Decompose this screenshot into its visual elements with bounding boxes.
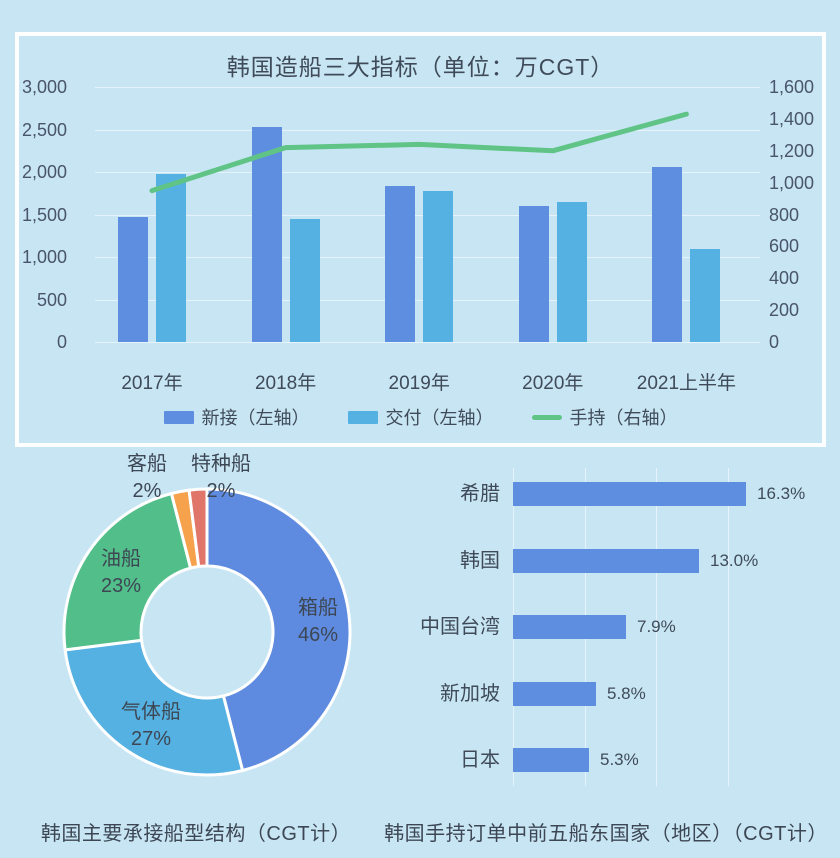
donut-slice-气体船 — [63, 638, 245, 777]
combo-line-path — [149, 111, 689, 194]
combo-chart-title: 韩国造船三大指标（单位：万CGT） — [226, 54, 615, 80]
combo-bar-交付（左轴） — [289, 218, 320, 342]
hbar-category-label: 日本 — [460, 749, 500, 771]
left-axis-tick: 3,000 — [21, 77, 67, 97]
combo-bar-新接（左轴） — [385, 185, 416, 342]
left-axis-tick: 500 — [36, 289, 67, 310]
donut-label-name: 客船 — [127, 453, 167, 475]
x-axis-label: 2021上半年 — [636, 373, 737, 394]
donut-label-箱船: 箱船 46% — [298, 595, 338, 649]
donut-slice-特种船 — [187, 487, 209, 569]
hbar-category-label: 新加坡 — [440, 683, 500, 705]
legend-bar-swatch — [163, 410, 194, 424]
combo-gridline — [95, 129, 760, 131]
right-axis-tick: 800 — [769, 204, 800, 225]
legend-line-swatch — [531, 414, 562, 420]
right-axis-tick: 1,000 — [769, 172, 815, 193]
donut-label-name: 箱船 — [298, 597, 338, 619]
donut-label-客船: 客船 2% — [127, 451, 167, 505]
hbar-gridline — [728, 468, 729, 786]
hbar-bar-韩国 — [513, 549, 699, 573]
hbar-bar-希腊 — [513, 482, 746, 506]
donut-svg — [62, 487, 352, 777]
hbar-chart-caption: 韩国手持订单中前五船东国家（地区）（CGT计） — [384, 823, 828, 845]
hbar-value-label: 13.0% — [710, 551, 759, 570]
donut-label-油船: 油船 23% — [101, 546, 141, 600]
left-axis-tick: 0 — [56, 332, 67, 352]
combo-gridline — [95, 342, 760, 343]
donut-label-name: 气体船 — [121, 701, 181, 723]
right-axis-tick: 400 — [769, 268, 800, 289]
donut-slice-油船 — [62, 491, 193, 652]
hbar-category-label: 希腊 — [460, 483, 500, 505]
legend-label: 手持（右轴） — [569, 408, 678, 428]
donut-slice-箱船 — [205, 487, 352, 773]
hbar-value-label: 7.9% — [637, 617, 676, 636]
hbar-bar-中国台湾 — [513, 615, 626, 639]
legend-label: 交付（左轴） — [385, 408, 494, 428]
legend-item-交付（左轴）: 交付（左轴） — [347, 404, 494, 430]
donut-label-name: 特种船 — [191, 453, 251, 475]
left-axis-tick: 1,500 — [21, 204, 67, 225]
legend-item-手持（右轴）: 手持（右轴） — [531, 404, 678, 430]
right-axis-tick: 1,200 — [769, 140, 815, 161]
donut-label-特种船: 特种船 2% — [191, 451, 251, 505]
left-axis-tick: 2,500 — [21, 119, 67, 140]
right-axis-tick: 0 — [769, 332, 780, 352]
donut-label-气体船: 气体船 27% — [121, 699, 181, 753]
right-axis-tick: 1,600 — [769, 77, 815, 97]
donut-label-name: 油船 — [101, 548, 141, 570]
combo-chart-panel: 韩国造船三大指标（单位：万CGT） 0 500 1,000 1,500 2,000 2,5… — [15, 32, 826, 447]
donut-chart-caption: 韩国主要承接船型结构（CGT计） — [40, 823, 352, 845]
hbar-bar-新加坡 — [513, 682, 596, 706]
x-axis-label: 2019年 — [388, 373, 450, 394]
donut-label-pct: 46% — [297, 624, 339, 646]
left-axis-tick: 1,000 — [21, 247, 67, 267]
combo-bar-新接（左轴） — [518, 206, 549, 342]
combo-bar-交付（左轴） — [156, 173, 186, 342]
donut-label-pct: 27% — [130, 728, 172, 750]
hbar-value-label: 5.8% — [607, 684, 646, 703]
hbar-category-label: 韩国 — [460, 550, 500, 572]
right-axis-tick: 1,400 — [769, 108, 815, 129]
combo-gridline — [95, 87, 760, 88]
combo-bar-新接（左轴） — [118, 217, 148, 342]
combo-gridline — [95, 172, 760, 173]
hbar-value-label: 16.3% — [757, 484, 806, 503]
hbar-bar-日本 — [513, 748, 589, 772]
donut-label-pct: 23% — [100, 575, 142, 597]
combo-bar-新接（左轴） — [251, 126, 282, 342]
x-axis-label: 2017年 — [121, 373, 183, 394]
legend-label: 新接（左轴） — [201, 408, 310, 428]
hbar-value-label: 5.3% — [600, 750, 639, 769]
combo-chart-legend: 新接（左轴） 交付（左轴） 手持（右轴） — [19, 404, 822, 430]
combo-bar-新接（左轴） — [652, 166, 683, 342]
combo-line-series — [149, 111, 689, 194]
combo-bar-交付（左轴） — [423, 190, 454, 342]
left-axis-tick: 2,000 — [21, 162, 67, 182]
hbar-gridline — [656, 468, 657, 786]
combo-bar-交付（左轴） — [690, 248, 721, 342]
hbar-category-label: 中国台湾 — [420, 616, 500, 638]
donut-label-pct: 2% — [132, 480, 162, 502]
right-axis-tick: 200 — [769, 300, 800, 321]
legend-item-新接（左轴）: 新接（左轴） — [163, 404, 310, 430]
x-axis-label: 2020年 — [522, 373, 584, 394]
right-axis-tick: 600 — [769, 236, 800, 257]
x-axis-label: 2018年 — [254, 373, 317, 394]
combo-bar-交付（左轴） — [556, 201, 587, 342]
legend-bar-swatch — [347, 410, 378, 424]
donut-label-pct: 2% — [206, 480, 236, 502]
